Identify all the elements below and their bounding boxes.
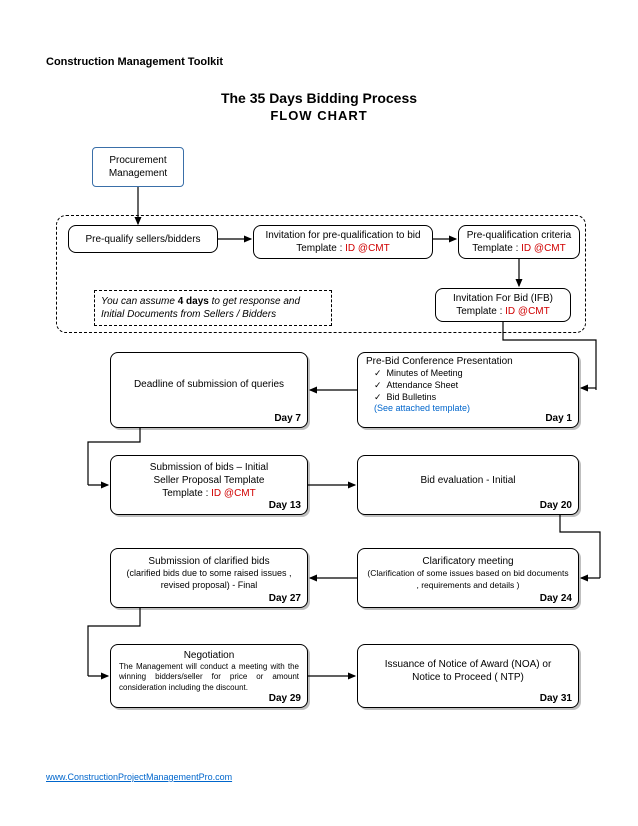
node-prequalify-label: Pre-qualify sellers/bidders <box>85 233 200 246</box>
neg-line1: Negotiation <box>184 649 235 662</box>
node-negotiation: Negotiation The Management will conduct … <box>110 644 308 708</box>
prebid-blue: (See attached template) <box>374 403 470 415</box>
node-start-label: Procurement Management <box>97 154 179 180</box>
prebid-title: Pre-Bid Conference Presentation <box>366 355 513 368</box>
title-line2: FLOW CHART <box>0 108 638 123</box>
invitation-pq-line2: Template : ID @CMT <box>296 242 390 255</box>
node-ifb: Invitation For Bid (IFB) Template : ID @… <box>435 288 571 322</box>
ifb-line2: Template : ID @CMT <box>456 305 550 318</box>
title-line1: The 35 Days Bidding Process <box>0 90 638 106</box>
pq-criteria-line1: Pre-qualification criteria <box>467 229 572 242</box>
sc-line2: (clarified bids due to some raised issue… <box>115 568 303 591</box>
node-noa: Issuance of Notice of Award (NOA) or Not… <box>357 644 579 708</box>
prebid-day: Day 1 <box>545 412 572 425</box>
page-header: Construction Management Toolkit <box>46 56 223 68</box>
node-clarificatory: Clarificatory meeting (Clarification of … <box>357 548 579 608</box>
node-start: Procurement Management <box>92 147 184 187</box>
deadline-day: Day 7 <box>274 412 301 425</box>
prebid-list: ✓ Minutes of Meeting ✓ Attendance Sheet … <box>374 368 463 403</box>
sc-line1: Submission of clarified bids <box>148 555 269 568</box>
sc-day: Day 27 <box>269 592 301 605</box>
si-day: Day 13 <box>269 499 301 512</box>
noa-line2: Notice to Proceed ( NTP) <box>412 671 524 684</box>
noa-day: Day 31 <box>540 692 572 705</box>
node-prebid: Pre-Bid Conference Presentation ✓ Minute… <box>357 352 579 428</box>
clar-line1: Clarificatory meeting <box>422 555 513 568</box>
noa-line1: Issuance of Notice of Award (NOA) or <box>385 658 552 671</box>
bid-eval-label: Bid evaluation - Initial <box>420 474 515 487</box>
invitation-pq-line1: Invitation for pre-qualification to bid <box>265 229 420 242</box>
node-submission-clarified: Submission of clarified bids (clarified … <box>110 548 308 608</box>
neg-day: Day 29 <box>269 692 301 705</box>
node-deadline: Deadline of submission of queries Day 7 <box>110 352 308 428</box>
pq-criteria-line2: Template : ID @CMT <box>472 242 566 255</box>
ifb-line1: Invitation For Bid (IFB) <box>453 292 553 305</box>
clar-day: Day 24 <box>540 592 572 605</box>
neg-line2: The Management will conduct a meeting wi… <box>115 662 303 693</box>
clar-line2: (Clarification of some issues based on b… <box>362 568 574 590</box>
si-line3: Template : ID @CMT <box>162 487 256 500</box>
node-bid-eval: Bid evaluation - Initial Day 20 <box>357 455 579 515</box>
node-pq-criteria: Pre-qualification criteria Template : ID… <box>458 225 580 259</box>
bid-eval-day: Day 20 <box>540 499 572 512</box>
node-invitation-pq: Invitation for pre-qualification to bid … <box>253 225 433 259</box>
node-submission-initial: Submission of bids – Initial Seller Prop… <box>110 455 308 515</box>
node-prequalify: Pre-qualify sellers/bidders <box>68 225 218 253</box>
deadline-label: Deadline of submission of queries <box>134 378 284 391</box>
si-line2: Seller Proposal Template <box>154 474 265 487</box>
footer-link[interactable]: www.ConstructionProjectManagementPro.com <box>46 772 232 782</box>
note-box: You can assume 4 days to get response an… <box>94 290 332 326</box>
si-line1: Submission of bids – Initial <box>150 461 268 474</box>
